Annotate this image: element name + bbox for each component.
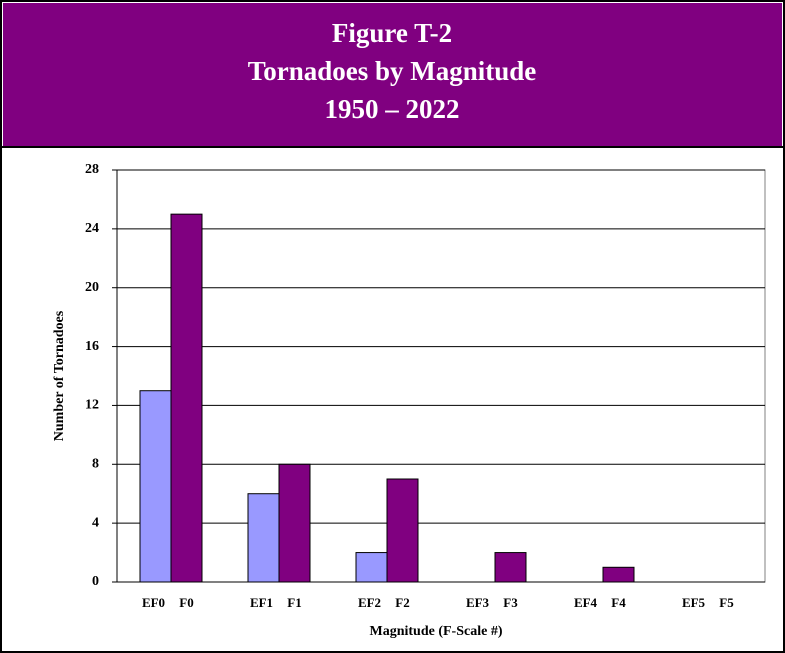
x-tick-label: F0 bbox=[179, 595, 193, 610]
x-tick-label: EF3 bbox=[466, 595, 490, 610]
y-tick-label: 4 bbox=[92, 515, 99, 530]
x-tick-label: EF2 bbox=[358, 595, 381, 610]
y-tick-label: 8 bbox=[92, 457, 99, 472]
bar bbox=[278, 463, 311, 583]
x-tick-label: EF4 bbox=[574, 595, 598, 610]
x-tick-label: EF1 bbox=[250, 595, 273, 610]
x-tick-label: F3 bbox=[503, 595, 518, 610]
y-tick-label: 20 bbox=[85, 280, 99, 295]
x-tick-label: F5 bbox=[719, 595, 734, 610]
x-tick-label: F2 bbox=[395, 595, 409, 610]
chart-title: Tornadoes by Magnitude bbox=[248, 56, 537, 86]
chart-title: Figure T-2 bbox=[332, 18, 452, 48]
plot-area bbox=[116, 169, 766, 583]
x-axis-label: Magnitude (F-Scale #) bbox=[370, 624, 503, 639]
y-tick-label: 28 bbox=[85, 162, 99, 177]
bar bbox=[386, 478, 419, 583]
y-tick-label: 12 bbox=[85, 398, 99, 413]
chart-title: 1950 – 2022 bbox=[325, 94, 460, 124]
x-tick-label: F4 bbox=[611, 595, 626, 610]
x-tick-label: EF0 bbox=[142, 595, 165, 610]
bar bbox=[139, 390, 172, 583]
y-tick-label: 24 bbox=[85, 221, 99, 236]
x-tick-label: F1 bbox=[287, 595, 301, 610]
y-tick-label: 0 bbox=[92, 574, 99, 589]
title-box bbox=[3, 3, 782, 146]
bar bbox=[247, 493, 280, 583]
y-axis-label: Number of Tornadoes bbox=[52, 310, 67, 441]
bar bbox=[355, 552, 388, 583]
y-tick-label: 16 bbox=[85, 339, 99, 354]
bar bbox=[494, 552, 527, 583]
x-tick-label: EF5 bbox=[682, 595, 706, 610]
bar bbox=[602, 566, 635, 583]
bar bbox=[170, 213, 203, 583]
